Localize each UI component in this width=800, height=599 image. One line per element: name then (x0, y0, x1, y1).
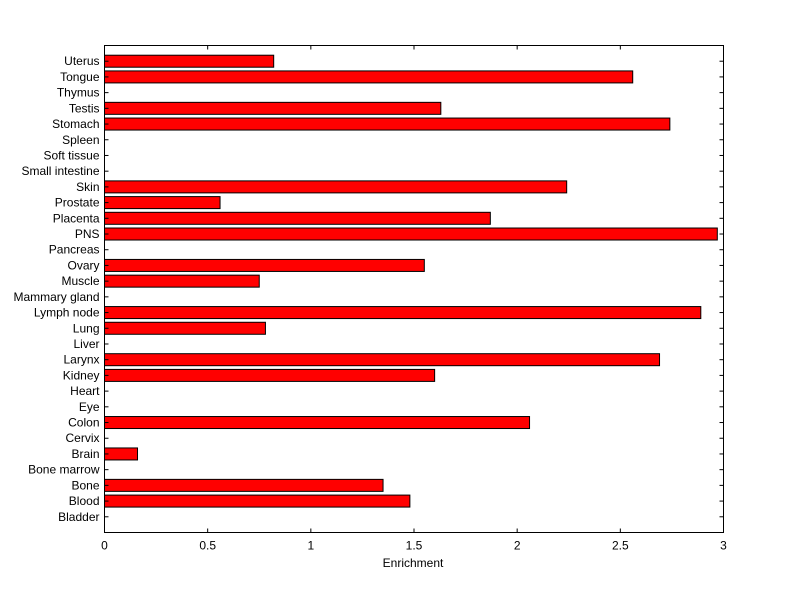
x-axis: 0 0.5 1 1.5 2 2.5 3 (101, 45, 727, 553)
y-tick-label: Blood (69, 494, 100, 508)
bar (104, 447, 139, 461)
y-tick-label: Bone (71, 478, 99, 492)
y-tick-label: Small intestine (21, 164, 99, 178)
y-tick-label: Larynx (63, 353, 99, 367)
y-tick-label: Pancreas (49, 243, 100, 257)
bar (104, 227, 718, 241)
bar (104, 368, 436, 382)
y-tick-label: Brain (71, 447, 99, 461)
y-tick-label: Prostate (55, 196, 100, 210)
bar (104, 306, 702, 320)
bar (104, 211, 491, 225)
y-tick-label: Placenta (53, 211, 100, 225)
x-tick-label: 0 (101, 539, 108, 553)
y-tick-label: Bladder (58, 510, 99, 524)
bar (104, 101, 442, 115)
bar (104, 478, 384, 492)
y-tick-label: Mammary gland (13, 290, 99, 304)
bar (104, 274, 260, 288)
y-tick-label: Bone marrow (28, 463, 100, 477)
y-tick-label: Colon (68, 416, 99, 430)
x-tick-label: 1.5 (406, 539, 423, 553)
bar (104, 180, 568, 194)
y-tick-label: Testis (69, 101, 100, 115)
y-tick-label: Tongue (60, 70, 100, 84)
bar (104, 321, 266, 335)
bar (104, 494, 411, 508)
bar (104, 196, 221, 210)
y-tick-label: Muscle (61, 274, 99, 288)
x-tick-label: 3 (720, 539, 727, 553)
y-tick-label: Skin (76, 180, 99, 194)
y-tick-label: Uterus (64, 54, 99, 68)
y-tick-label: PNS (75, 227, 100, 241)
y-tick-label: Thymus (57, 86, 100, 100)
y-tick-label: Lymph node (34, 306, 100, 320)
x-tick-label: 0.5 (199, 539, 216, 553)
y-tick-label: Soft tissue (43, 148, 99, 162)
y-tick-label: Lung (73, 321, 100, 335)
bars-group (104, 54, 718, 508)
bar (104, 70, 634, 84)
bar (104, 258, 425, 272)
y-tick-label: Stomach (52, 117, 99, 131)
bar (104, 117, 671, 131)
y-tick-label: Spleen (62, 133, 99, 147)
x-tick-label: 1 (307, 539, 314, 553)
x-tick-label: 2.5 (612, 539, 629, 553)
x-tick-label: 2 (514, 539, 521, 553)
bar (104, 54, 275, 68)
y-tick-label: Heart (70, 384, 100, 398)
y-tick-label: Eye (79, 400, 100, 414)
x-axis-label: Enrichment (383, 556, 444, 570)
bar (104, 416, 531, 430)
y-tick-label: Kidney (63, 368, 100, 382)
y-tick-label: Liver (73, 337, 99, 351)
bar (104, 353, 661, 367)
y-tick-label: Ovary (67, 258, 99, 272)
y-tick-label: Cervix (65, 431, 99, 445)
